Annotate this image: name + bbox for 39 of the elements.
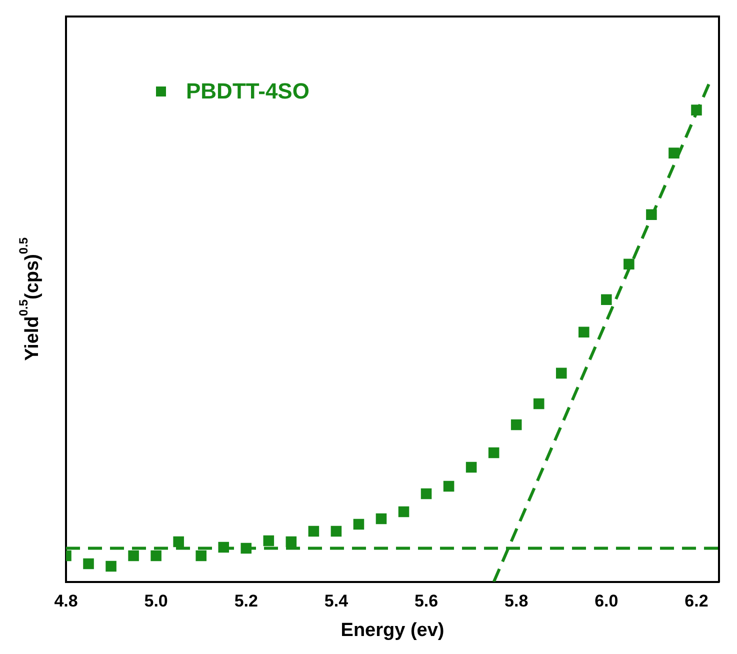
point bbox=[240, 542, 252, 554]
point bbox=[376, 513, 387, 524]
point bbox=[398, 506, 410, 518]
x-tick-label: 5.2 bbox=[234, 592, 258, 611]
point bbox=[353, 518, 364, 530]
point bbox=[578, 326, 590, 338]
point bbox=[668, 148, 680, 158]
point bbox=[128, 550, 139, 562]
point bbox=[466, 462, 477, 473]
point bbox=[308, 526, 320, 537]
legend-label: PBDTT-4SO bbox=[186, 78, 310, 104]
point bbox=[173, 536, 184, 548]
point bbox=[330, 526, 342, 537]
x-tick-label: 5.8 bbox=[504, 592, 528, 611]
x-tick-label: 5.4 bbox=[324, 592, 349, 611]
point bbox=[533, 398, 544, 410]
point bbox=[556, 368, 567, 379]
point bbox=[646, 209, 657, 220]
point bbox=[150, 550, 162, 562]
x-axis-title: Energy (ev) bbox=[340, 620, 444, 641]
point bbox=[488, 447, 500, 458]
point bbox=[218, 542, 230, 553]
y-axis-title: Yield0.5(cps)0.5 bbox=[16, 237, 44, 361]
x-tick-label: 5.0 bbox=[144, 592, 168, 611]
point bbox=[83, 558, 94, 570]
x-tick-label: 5.6 bbox=[414, 592, 438, 611]
point bbox=[691, 104, 702, 116]
point bbox=[601, 294, 612, 306]
point bbox=[624, 258, 634, 270]
point bbox=[106, 560, 116, 572]
point bbox=[286, 536, 297, 548]
point bbox=[420, 488, 432, 500]
x-tick-label: 6.0 bbox=[594, 592, 618, 611]
point bbox=[196, 550, 206, 562]
x-tick-label: 6.2 bbox=[684, 592, 708, 611]
x-tick-label: 4.8 bbox=[54, 592, 78, 611]
point bbox=[510, 419, 522, 430]
point bbox=[443, 480, 454, 492]
point bbox=[263, 535, 274, 546]
